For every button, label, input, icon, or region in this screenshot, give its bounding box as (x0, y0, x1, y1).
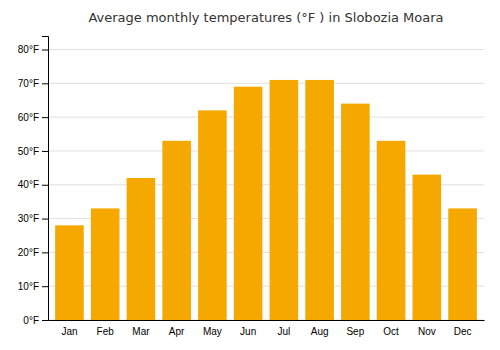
bar (377, 141, 406, 320)
x-axis-line (49, 320, 485, 321)
x-tick-label: Jul (277, 326, 290, 337)
x-tick: Nov (418, 326, 436, 337)
chart-title: Average monthly temperatures (°F ) in Sl… (88, 10, 443, 25)
bar (234, 87, 263, 320)
y-tick-mark (42, 83, 48, 84)
y-tick: 40°F (18, 179, 48, 190)
x-tick: Feb (97, 326, 115, 337)
y-tick: 0°F (23, 315, 48, 326)
bar (270, 80, 299, 320)
y-tick-mark (42, 252, 48, 253)
y-tick: 70°F (18, 78, 48, 89)
y-tick-label: 40°F (18, 179, 39, 190)
chart-svg: 0°F 10°F 20°F 30°F 40°F 50°F 60°F 70°F 80°F Jan Fe… (0, 0, 500, 350)
y-tick-label: 50°F (18, 146, 39, 157)
bar (91, 208, 120, 320)
x-tick: Oct (383, 326, 399, 337)
x-tick-label: Aug (311, 326, 329, 337)
x-tick: May (203, 326, 222, 337)
grid-line (48, 49, 484, 50)
bar (413, 175, 442, 320)
x-tick-label: May (203, 326, 222, 337)
bar (162, 141, 191, 320)
y-tick-label: 80°F (18, 44, 39, 55)
x-tick-label: Sep (346, 326, 364, 337)
y-tick: 30°F (18, 213, 48, 224)
x-tick: Jul (277, 326, 290, 337)
x-tick: Jan (61, 326, 77, 337)
x-tick-label: Apr (169, 326, 185, 337)
x-tick: Sep (346, 326, 364, 337)
grid-line (48, 83, 484, 84)
x-tick: Jun (240, 326, 256, 337)
y-tick: 10°F (18, 281, 48, 292)
y-tick: 80°F (18, 44, 48, 55)
y-axis: 0°F 10°F 20°F 30°F 40°F 50°F 60°F 70°F 80°F (18, 37, 49, 326)
bars (55, 80, 477, 320)
y-tick: 20°F (18, 247, 48, 258)
y-axis-line (42, 37, 49, 321)
x-tick-label: Jun (240, 326, 256, 337)
y-tick-label: 10°F (18, 281, 39, 292)
bar (127, 178, 156, 320)
x-tick-label: Feb (97, 326, 115, 337)
x-tick: Dec (454, 326, 472, 337)
y-tick: 50°F (18, 146, 48, 157)
x-tick: Aug (311, 326, 329, 337)
bar (341, 104, 370, 320)
y-tick: 60°F (18, 112, 48, 123)
bar (198, 110, 227, 320)
bar (448, 208, 477, 320)
chart-container: 0°F 10°F 20°F 30°F 40°F 50°F 60°F 70°F 80°F Jan Fe… (0, 0, 500, 350)
y-tick-mark (42, 185, 48, 186)
y-tick-mark (42, 286, 48, 287)
x-tick-label: Jan (61, 326, 77, 337)
plot-area: 0°F 10°F 20°F 30°F 40°F 50°F 60°F 70°F 80°F Jan Fe… (18, 37, 485, 338)
y-tick-mark (42, 50, 48, 51)
y-tick-label: 70°F (18, 78, 39, 89)
x-axis: Jan Feb Mar Apr May Jun Jul Aug Sep Oct Nov Dec (49, 321, 485, 338)
y-tick-mark (42, 151, 48, 152)
y-tick-mark (42, 117, 48, 118)
x-tick-label: Mar (132, 326, 150, 337)
y-tick-mark (42, 320, 48, 321)
x-tick: Apr (169, 326, 185, 337)
x-tick-label: Dec (454, 326, 472, 337)
y-tick-label: 60°F (18, 112, 39, 123)
bar (55, 225, 84, 320)
x-tick: Mar (132, 326, 150, 337)
y-tick-label: 20°F (18, 247, 39, 258)
grid (48, 50, 484, 320)
grid-line (48, 150, 484, 151)
y-tick-label: 0°F (23, 315, 39, 326)
x-tick-label: Nov (418, 326, 436, 337)
y-tick-mark (42, 219, 48, 220)
bar (305, 80, 334, 320)
grid-line (48, 117, 484, 118)
y-tick-label: 30°F (18, 213, 39, 224)
x-tick-label: Oct (383, 326, 399, 337)
